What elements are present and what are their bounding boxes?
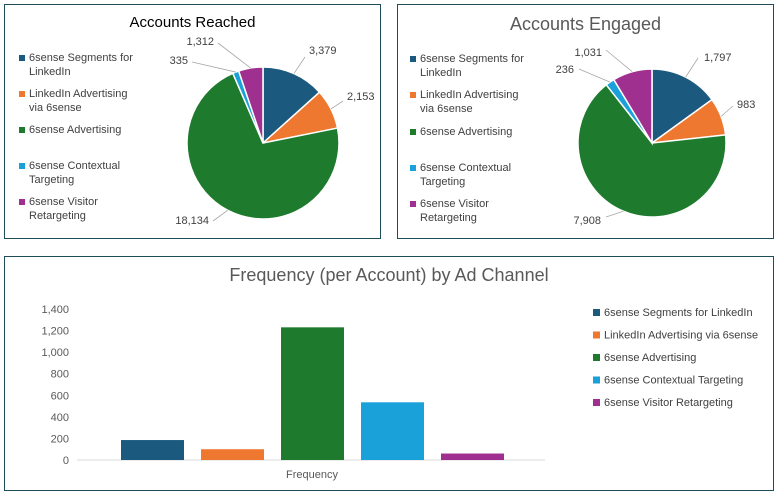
legend-swatch-visitor-retargeting: [410, 201, 416, 207]
legend-label-segments-linkedin: 6sense Segments for LinkedIn: [604, 307, 753, 319]
pie-slice-visitor-retargeting: [612, 68, 653, 146]
leader-line-visitor-retargeting: [217, 42, 251, 69]
legend-label-linkedin-advertising: via 6sense: [420, 103, 473, 115]
legend-swatch-segments-linkedin: [593, 309, 600, 316]
frequency-bar-chart: 0 200 400 600 800 1,000 1,200 1,400 Frequency 6se…: [41, 304, 758, 481]
y-tick-label: 0: [63, 455, 69, 467]
frequency-panel: Frequency (per Account) by Ad Channel 0 2…: [4, 256, 774, 491]
legend-label-sixsense-advertising: 6sense Advertising: [29, 124, 122, 136]
y-tick-label: 1,000: [41, 347, 69, 359]
legend-label-visitor-retargeting: Retargeting: [29, 210, 86, 222]
legend-label-linkedin-advertising: via 6sense: [29, 102, 82, 114]
legend-label-sixsense-advertising: 6sense Advertising: [420, 126, 513, 138]
legend-label-visitor-retargeting: 6sense Visitor: [29, 196, 98, 208]
pie-slice-visitor-retargeting: [237, 66, 264, 144]
bar-sixsense-advertising: [281, 327, 344, 460]
legend-label-linkedin-advertising: LinkedIn Advertising via 6sense: [604, 330, 758, 342]
y-tick-label: 400: [51, 412, 69, 424]
leader-line-contextual-targeting: [191, 61, 236, 73]
data-label-segments-linkedin: 3,379: [309, 45, 337, 57]
legend-label-linkedin-advertising: LinkedIn Advertising: [29, 88, 128, 100]
legend-label-contextual-targeting: 6sense Contextual: [29, 160, 121, 172]
legend-label-linkedin-advertising: LinkedIn Advertising: [420, 89, 519, 101]
legend-swatch-sixsense-advertising: [410, 129, 416, 135]
legend-label-sixsense-advertising: 6sense Advertising: [604, 352, 696, 364]
bar-visitor-retargeting: [441, 453, 504, 460]
legend-swatch-sixsense-advertising: [19, 127, 25, 133]
legend-swatch-linkedin-advertising: [410, 92, 416, 98]
legend-swatch-visitor-retargeting: [19, 199, 25, 205]
bar-segments-linkedin: [121, 440, 184, 460]
y-tick-label: 1,200: [41, 326, 69, 338]
data-label-linkedin-advertising: 2,153: [347, 91, 375, 103]
accounts-reached-pie-chart: 3,379 2,153 18,134 335 1,312: [170, 36, 375, 227]
accounts-reached-panel: Accounts Reached 6sense Segments for Link…: [4, 4, 381, 239]
y-tick-label: 200: [51, 433, 69, 445]
data-label-segments-linkedin: 1,797: [704, 52, 732, 64]
legend-label-segments-linkedin: 6sense Segments for: [29, 52, 133, 64]
legend-label-segments-linkedin: LinkedIn: [420, 67, 462, 79]
leader-line-sixsense-advertising: [605, 210, 624, 218]
legend-swatch-contextual-targeting: [593, 376, 600, 384]
data-label-contextual-targeting: 236: [556, 64, 574, 76]
legend-swatch-visitor-retargeting: [593, 399, 600, 406]
legend-label-contextual-targeting: 6sense Contextual Targeting: [604, 375, 743, 387]
leader-line-visitor-retargeting: [605, 49, 633, 73]
leader-line-segments-linkedin: [685, 57, 699, 78]
bar-linkedin-advertising: [201, 449, 264, 460]
legend-swatch-segments-linkedin: [19, 55, 25, 61]
legend-swatch-contextual-targeting: [19, 163, 25, 169]
leader-line-contextual-targeting: [578, 68, 611, 83]
y-tick-label: 1,400: [41, 304, 69, 316]
legend-label-segments-linkedin: 6sense Segments for: [420, 53, 524, 65]
data-label-sixsense-advertising: 7,908: [573, 215, 601, 227]
data-label-contextual-targeting: 335: [170, 55, 188, 67]
accounts-reached-legend: 6sense Segments for LinkedIn LinkedIn Adve…: [19, 51, 159, 231]
legend-label-segments-linkedin: LinkedIn: [29, 66, 71, 78]
legend-label-visitor-retargeting: Retargeting: [420, 212, 477, 224]
accounts-reached-title: Accounts Reached: [129, 14, 256, 31]
leader-line-segments-linkedin: [293, 56, 306, 74]
data-label-visitor-retargeting: 1,031: [574, 47, 602, 59]
legend-label-contextual-targeting: Targeting: [420, 176, 466, 188]
leader-line-linkedin-advertising: [330, 100, 344, 110]
pie-slice-sixsense-advertising: [577, 83, 727, 218]
legend-label-visitor-retargeting: 6sense Visitor: [420, 198, 489, 210]
legend-swatch-sixsense-advertising: [593, 354, 600, 361]
x-category-label: Frequency: [286, 469, 338, 481]
data-label-visitor-retargeting: 1,312: [186, 36, 214, 48]
legend-label-visitor-retargeting: 6sense Visitor Retargeting: [604, 397, 733, 409]
accounts-engaged-panel: Accounts Engaged 6sense Segments for Link…: [397, 4, 774, 239]
y-tick-label: 600: [51, 390, 69, 402]
accounts-engaged-title: Accounts Engaged: [509, 14, 662, 34]
pie-slice-segments-linkedin: [262, 66, 321, 145]
leader-line-linkedin-advertising: [720, 105, 734, 117]
y-tick-label: 800: [51, 369, 69, 381]
legend-swatch-linkedin-advertising: [19, 91, 25, 97]
legend-swatch-linkedin-advertising: [593, 331, 600, 339]
legend-swatch-contextual-targeting: [410, 165, 416, 171]
leader-line-sixsense-advertising: [212, 210, 228, 222]
bar-contextual-targeting: [361, 402, 424, 460]
legend-label-contextual-targeting: Targeting: [29, 174, 75, 186]
data-label-sixsense-advertising: 18,134: [175, 215, 209, 227]
frequency-chart-title: Frequency (per Account) by Ad Channel: [229, 265, 549, 285]
legend-label-contextual-targeting: 6sense Contextual: [420, 162, 512, 174]
legend-swatch-segments-linkedin: [410, 56, 416, 62]
data-label-linkedin-advertising: 983: [737, 99, 755, 111]
accounts-engaged-legend: 6sense Segments for LinkedIn LinkedIn Adve…: [410, 52, 550, 232]
